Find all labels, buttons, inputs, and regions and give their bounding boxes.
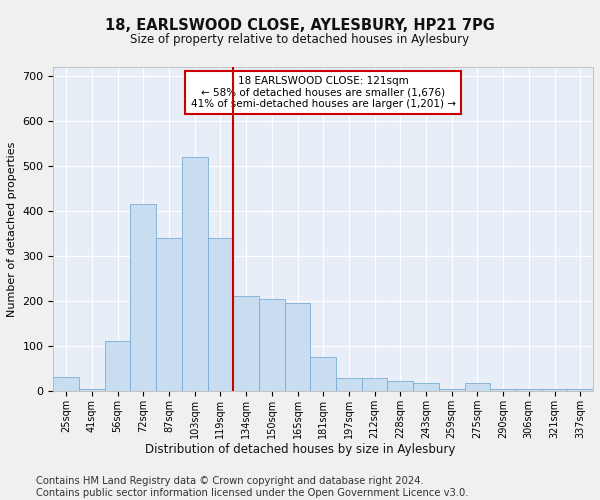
Text: 18 EARLSWOOD CLOSE: 121sqm
← 58% of detached houses are smaller (1,676)
41% of s: 18 EARLSWOOD CLOSE: 121sqm ← 58% of deta… xyxy=(191,76,456,109)
Bar xyxy=(79,388,105,391)
Bar xyxy=(490,388,516,391)
Bar xyxy=(208,238,233,391)
Text: 18, EARLSWOOD CLOSE, AYLESBURY, HP21 7PG: 18, EARLSWOOD CLOSE, AYLESBURY, HP21 7PG xyxy=(105,18,495,32)
Bar xyxy=(542,388,568,391)
Bar xyxy=(568,388,593,391)
Bar xyxy=(413,383,439,391)
Bar xyxy=(259,298,284,391)
Bar xyxy=(182,157,208,391)
Text: Size of property relative to detached houses in Aylesbury: Size of property relative to detached ho… xyxy=(130,32,470,46)
Bar xyxy=(156,238,182,391)
Bar xyxy=(233,296,259,391)
Bar xyxy=(516,389,542,391)
Y-axis label: Number of detached properties: Number of detached properties xyxy=(7,141,17,316)
Bar xyxy=(388,381,413,391)
Bar xyxy=(310,357,336,391)
Bar xyxy=(53,378,79,391)
Text: Contains HM Land Registry data © Crown copyright and database right 2024.
Contai: Contains HM Land Registry data © Crown c… xyxy=(36,476,469,498)
Bar xyxy=(439,388,464,391)
Bar xyxy=(130,204,156,391)
Bar xyxy=(362,378,388,391)
Bar xyxy=(464,383,490,391)
Bar xyxy=(105,340,130,391)
Text: Distribution of detached houses by size in Aylesbury: Distribution of detached houses by size … xyxy=(145,442,455,456)
Bar xyxy=(336,378,362,391)
Bar xyxy=(284,303,310,391)
